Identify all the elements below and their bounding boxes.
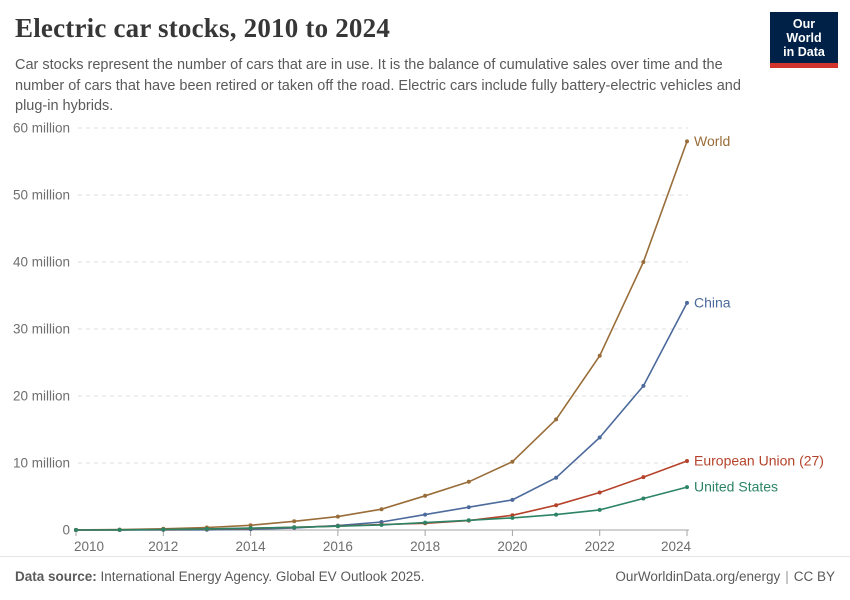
owid-logo-line2: in Data [783, 45, 825, 59]
data-point-united-states-2015[interactable] [292, 525, 297, 530]
data-source-label: Data source: [15, 569, 97, 584]
chart-subtitle: Car stocks represent the number of cars … [15, 57, 741, 114]
data-point-china-2018[interactable] [423, 512, 428, 517]
data-point-united-states-2021[interactable] [554, 512, 559, 517]
x-tick-label-2024: 2024 [661, 539, 692, 554]
series-end-label-european-union-27[interactable]: European Union (27) [694, 452, 824, 468]
data-point-united-states-2012[interactable] [161, 527, 166, 532]
data-point-world-2017[interactable] [379, 507, 384, 512]
y-tick-label-60: 60 million [13, 121, 70, 136]
data-point-china-2023[interactable] [641, 383, 646, 388]
data-point-world-2020[interactable] [510, 459, 515, 464]
y-tick-label-20: 20 million [13, 389, 70, 404]
data-point-world-2019[interactable] [466, 479, 471, 484]
y-tick-label-30: 30 million [13, 322, 70, 337]
data-point-united-states-2017[interactable] [379, 522, 384, 527]
series-line-world[interactable] [75, 140, 688, 531]
series-end-label-united-states[interactable]: United States [694, 479, 778, 495]
license-link[interactable]: CC BY [793, 569, 835, 584]
data-source-note: Data source: International Energy Agency… [15, 569, 425, 584]
series-end-label-world[interactable]: World [694, 133, 730, 149]
y-tick-label-10: 10 million [13, 456, 70, 471]
data-point-united-states-2014[interactable] [248, 526, 253, 531]
data-point-united-states-2011[interactable] [117, 527, 122, 532]
series-line-china[interactable] [75, 302, 688, 531]
data-point-united-states-2020[interactable] [510, 515, 515, 520]
footer-links: OurWorldinData.org/energy | CC BY [615, 569, 835, 584]
series-line-european-union-27[interactable] [75, 460, 688, 531]
page-title: Electric car stocks, 2010 to 2024 [15, 13, 391, 43]
owid-logo-line1: Our World [786, 17, 822, 45]
y-tick-label-50: 50 million [13, 188, 70, 203]
data-point-world-2021[interactable] [554, 417, 559, 422]
x-tick-label-2018: 2018 [410, 539, 440, 554]
data-point-united-states-2013[interactable] [204, 526, 209, 531]
line-chart: 0 10 million 20 million 30 million 40 millio… [13, 121, 824, 555]
data-point-world-2024[interactable] [685, 139, 689, 144]
data-point-united-states-2019[interactable] [466, 518, 471, 523]
series-end-label-china[interactable]: China [694, 294, 731, 310]
x-tick-label-2010: 2010 [74, 539, 104, 554]
data-point-european-union-27-2021[interactable] [554, 503, 559, 508]
x-tick-label-2022: 2022 [585, 539, 615, 554]
data-point-united-states-2018[interactable] [423, 520, 428, 525]
data-point-european-union-27-2024[interactable] [685, 459, 689, 463]
data-point-united-states-2024[interactable] [685, 485, 689, 490]
footer-separator: | [785, 569, 789, 584]
x-tick-label-2016: 2016 [323, 539, 353, 554]
data-point-china-2022[interactable] [597, 435, 602, 440]
x-tick-label-2020: 2020 [497, 539, 527, 554]
data-point-china-2020[interactable] [510, 497, 515, 502]
data-point-world-2022[interactable] [597, 353, 602, 358]
y-tick-label-40: 40 million [13, 255, 70, 270]
data-point-world-2016[interactable] [335, 514, 340, 519]
data-point-world-2015[interactable] [292, 519, 297, 524]
data-point-united-states-2010[interactable] [74, 528, 78, 532]
data-point-united-states-2016[interactable] [335, 524, 340, 529]
data-point-china-2019[interactable] [466, 505, 471, 510]
data-point-european-union-27-2023[interactable] [641, 475, 646, 480]
y-tick-label-0: 0 [62, 523, 70, 538]
x-tick-label-2014: 2014 [236, 539, 267, 554]
data-point-world-2023[interactable] [641, 260, 646, 264]
data-point-world-2018[interactable] [423, 493, 428, 498]
chart-area: 0 10 million 20 million 30 million 40 millio… [0, 118, 850, 563]
data-point-china-2024[interactable] [685, 300, 689, 305]
owid-logo[interactable]: Our World in Data [770, 12, 838, 68]
data-point-world-2014[interactable] [248, 523, 253, 528]
x-tick-label-2012: 2012 [148, 539, 178, 554]
data-point-united-states-2023[interactable] [641, 496, 646, 501]
footer: Data source: International Energy Agency… [0, 556, 850, 600]
owid-url-link[interactable]: OurWorldinData.org/energy [615, 569, 781, 584]
data-source-text: International Energy Agency. Global EV O… [100, 569, 425, 584]
data-point-european-union-27-2022[interactable] [597, 490, 602, 495]
data-point-united-states-2022[interactable] [597, 507, 602, 512]
data-point-china-2021[interactable] [554, 475, 559, 480]
